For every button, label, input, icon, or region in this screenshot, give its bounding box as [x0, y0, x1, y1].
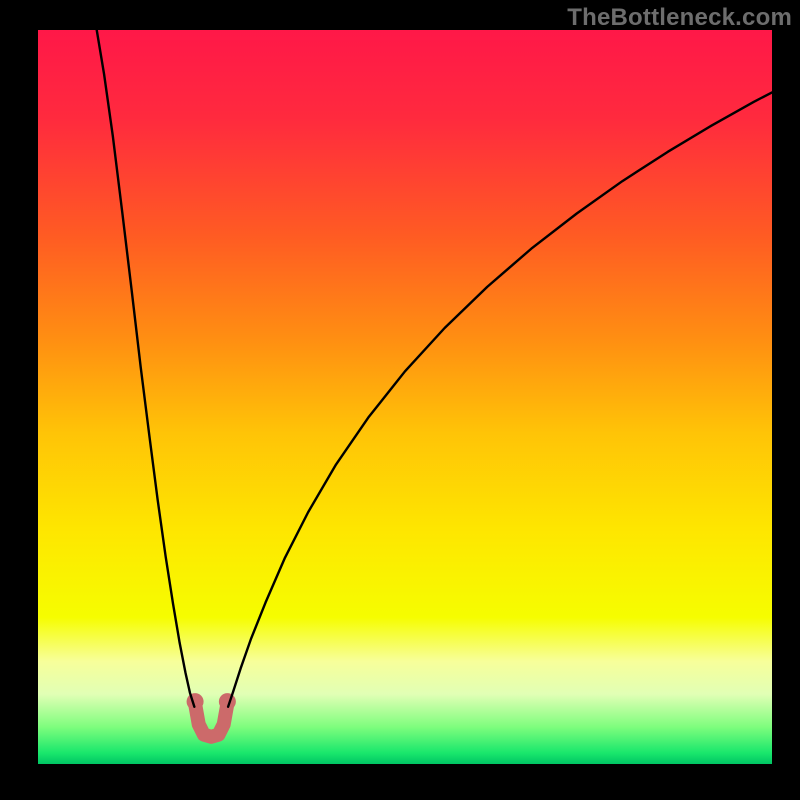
- watermark-text: TheBottleneck.com: [567, 4, 792, 32]
- curve-right: [228, 92, 772, 706]
- chart-curves-svg: [0, 0, 800, 800]
- valley-marker: [195, 704, 227, 737]
- curve-left: [97, 30, 195, 707]
